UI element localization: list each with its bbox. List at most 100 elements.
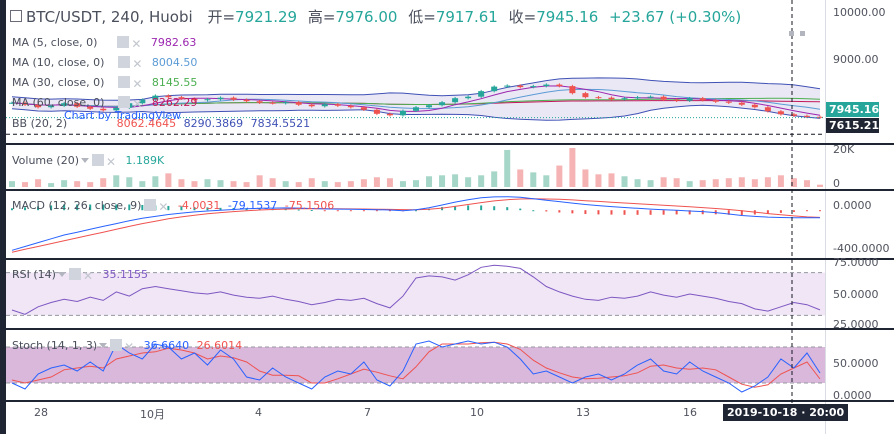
macd-label: MACD (12, 26, close, 9) — [12, 199, 142, 212]
rsi-legend[interactable]: RSI (14) ✕ 35.1155 — [12, 267, 148, 282]
settings-icon[interactable] — [118, 56, 131, 68]
volume-value: 1.189K — [125, 154, 165, 167]
bb-legend[interactable]: BB (20, 2) 8062.4645 8290.3869 7834.5521 — [12, 116, 310, 131]
macd-histogram-bar — [310, 210, 313, 212]
macd-axis[interactable] — [825, 191, 894, 258]
settings-icon[interactable] — [117, 36, 130, 48]
remove-icon[interactable]: ✕ — [124, 340, 135, 354]
macd-histogram-bar — [779, 210, 782, 213]
volume-bar — [413, 180, 419, 187]
volume-bar — [634, 179, 641, 187]
series-toggle-icon[interactable] — [10, 10, 22, 22]
chevron-down-icon[interactable] — [99, 343, 108, 348]
macd-histogram-bar — [206, 207, 209, 211]
stoch-label: Stoch (14, 1, 3) — [12, 339, 98, 352]
time-axis[interactable] — [6, 402, 825, 434]
volume-bar — [465, 177, 472, 187]
volume-bar — [439, 175, 446, 187]
chevron-down-icon[interactable] — [57, 272, 66, 277]
close-value: 7945.16 — [536, 8, 599, 26]
remove-icon[interactable]: ✕ — [131, 37, 142, 51]
macd-histogram-bar — [50, 205, 53, 211]
ma60-legend[interactable]: MA (60, close, 0) ✕ 8262.29 — [12, 95, 197, 110]
chevron-down-icon[interactable] — [81, 158, 89, 163]
rsi-tick: 75.0000 — [833, 256, 879, 269]
stoch-tick: 0.0000 — [833, 389, 872, 402]
stoch-legend[interactable]: Stoch (14, 1, 3) ✕ 36.6640 26.6014 — [12, 338, 242, 353]
volume-bar — [295, 182, 302, 187]
macd-hist-value: -4.0031 — [177, 199, 221, 212]
macd-histogram-bar — [37, 206, 40, 211]
volume-bar — [517, 169, 524, 187]
ma5-legend[interactable]: MA (5, close, 0) ✕ 7982.63 — [12, 35, 196, 50]
settings-icon[interactable] — [144, 199, 157, 211]
candle-body — [334, 104, 341, 106]
macd-pane[interactable] — [6, 191, 825, 258]
volume-bar — [74, 181, 81, 187]
macd-histogram-bar — [63, 204, 66, 211]
stoch-d-line — [11, 341, 821, 388]
time-tick: 16 — [683, 406, 697, 419]
remove-icon[interactable]: ✕ — [82, 269, 94, 283]
macd-histogram-bar — [467, 205, 470, 211]
candle-body — [738, 102, 745, 105]
macd-histogram-bar — [597, 210, 600, 215]
settings-icon[interactable] — [110, 339, 123, 351]
bb-lower-value: 7834.5521 — [250, 117, 311, 130]
rsi-axis[interactable] — [825, 260, 894, 328]
macd-histogram-bar — [571, 210, 574, 214]
volume-bar — [217, 180, 224, 187]
settings-icon[interactable] — [92, 154, 104, 166]
settings-icon[interactable] — [118, 96, 131, 108]
candle-body — [673, 99, 680, 101]
remove-icon[interactable]: ✕ — [106, 155, 117, 169]
candle-body — [764, 107, 771, 112]
candle-body — [504, 85, 511, 87]
tradingview-watermark[interactable]: Chart by TradingView — [64, 109, 182, 122]
remove-icon[interactable]: ✕ — [158, 200, 169, 214]
volume-bar — [686, 181, 693, 187]
volume-bar — [243, 182, 250, 187]
volume-bar — [61, 180, 68, 187]
candle-body — [204, 99, 211, 101]
macd-histogram-bar — [519, 208, 522, 211]
remove-icon[interactable]: ✕ — [132, 57, 143, 71]
remove-icon[interactable]: ✕ — [132, 77, 143, 91]
scale-dot[interactable] — [789, 31, 794, 36]
volume-bar — [126, 177, 133, 187]
ma60-value: 8262.29 — [151, 96, 198, 109]
candle-body — [230, 97, 237, 100]
macd-line — [11, 196, 820, 251]
ma30-legend[interactable]: MA (30, close, 0) ✕ 8145.55 — [12, 75, 197, 90]
macd-legend[interactable]: MACD (12, 26, close, 9) ✕ -4.0031 -79.153… — [12, 198, 334, 213]
settings-icon[interactable] — [118, 76, 131, 88]
candle-body — [452, 98, 459, 103]
settings-icon[interactable] — [68, 268, 81, 280]
scale-dot[interactable] — [800, 31, 805, 36]
candle-body — [465, 96, 472, 99]
macd-histogram-bar — [415, 210, 417, 212]
macd-histogram-bar — [623, 210, 626, 215]
macd-histogram-bar — [819, 210, 821, 212]
time-tick: 28 — [34, 406, 48, 419]
time-tick: 10月 — [140, 408, 165, 421]
candle-body — [243, 99, 250, 102]
macd-histogram-bar — [284, 209, 287, 211]
macd-histogram-bar — [141, 204, 144, 211]
volume-legend[interactable]: Volume (20) ✕ 1.189K — [12, 153, 164, 168]
macd-histogram-bar — [219, 207, 222, 211]
ma10-legend[interactable]: MA (10, close, 0) ✕ 8004.50 — [12, 55, 197, 70]
remove-icon[interactable]: ✕ — [132, 97, 143, 111]
volume-axis[interactable] — [825, 145, 894, 189]
price-pane[interactable] — [6, 0, 825, 143]
low-value: 7917.61 — [435, 8, 498, 26]
macd-histogram-bar — [805, 210, 808, 212]
symbol-title[interactable]: BTC/USDT, 240, Huobi — [26, 8, 193, 26]
stoch-axis[interactable] — [825, 330, 894, 400]
volume-bar — [504, 149, 511, 187]
volume-bar — [282, 181, 289, 187]
macd-histogram-bar — [688, 210, 691, 215]
candle-body — [621, 98, 628, 100]
